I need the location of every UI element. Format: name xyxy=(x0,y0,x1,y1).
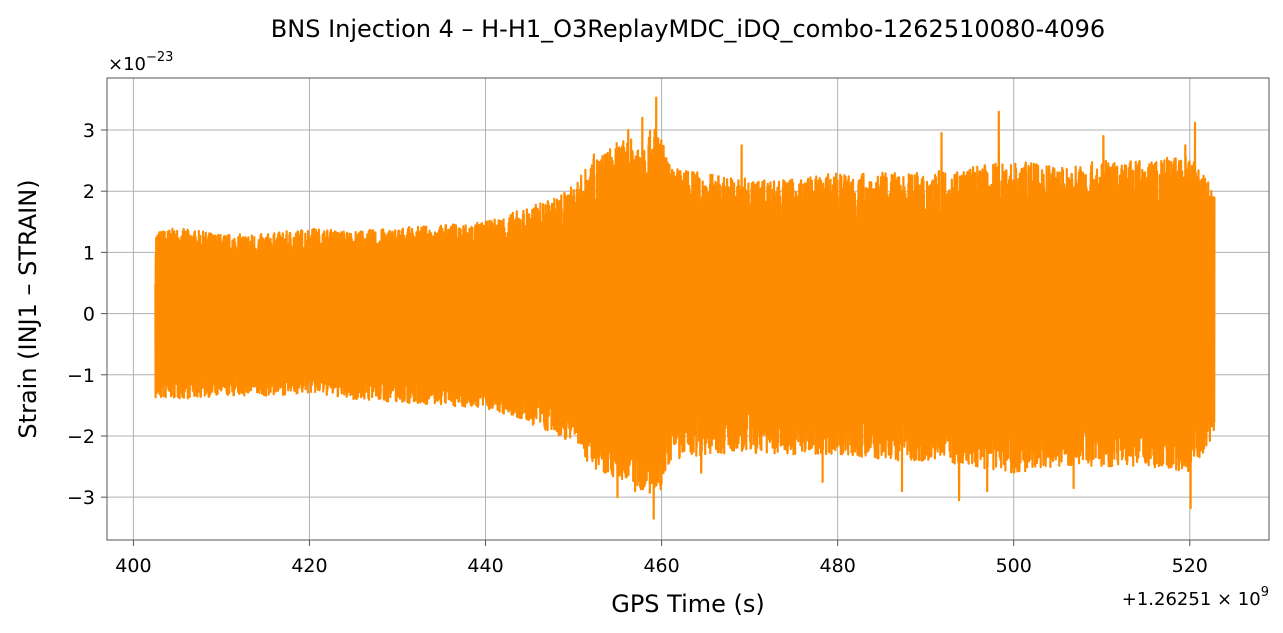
series-strain xyxy=(154,96,1216,520)
y-tick-label: 1 xyxy=(83,242,95,264)
y-tick-label: 0 xyxy=(83,304,95,326)
x-tick-label: 480 xyxy=(820,555,856,577)
x-axis-label: GPS Time (s) xyxy=(611,590,765,618)
x-tick-label: 460 xyxy=(643,555,679,577)
y-axis-label: Strain (INJ1 – STRAIN) xyxy=(14,179,42,438)
x-offset-exponent: 9 xyxy=(1261,585,1269,600)
strain-line xyxy=(154,96,1216,520)
axis-ticks: 400 420 440 460 480 500 520 −3 −2 −1 0 1 2 3 xyxy=(67,120,1208,577)
y-tick-label: 2 xyxy=(83,181,95,203)
y-tick-label: −3 xyxy=(67,487,95,509)
plot-frame xyxy=(106,77,1270,541)
x-tick-label: 440 xyxy=(467,555,503,577)
y-scale-label: ×10−23 xyxy=(108,50,173,75)
x-tick-label: 400 xyxy=(115,555,151,577)
y-scale-exponent: −23 xyxy=(146,50,173,65)
chart-title: BNS Injection 4 – H-H1_O3ReplayMDC_iDQ_c… xyxy=(271,15,1105,43)
y-tick-label: 3 xyxy=(83,120,95,142)
x-tick-label: 420 xyxy=(291,555,327,577)
x-offset-label: +1.26251 × 109 xyxy=(1122,585,1269,610)
y-tick-label: −1 xyxy=(67,365,95,387)
x-tick-label: 500 xyxy=(996,555,1032,577)
y-tick-label: −2 xyxy=(67,426,95,448)
x-tick-label: 520 xyxy=(1172,555,1208,577)
